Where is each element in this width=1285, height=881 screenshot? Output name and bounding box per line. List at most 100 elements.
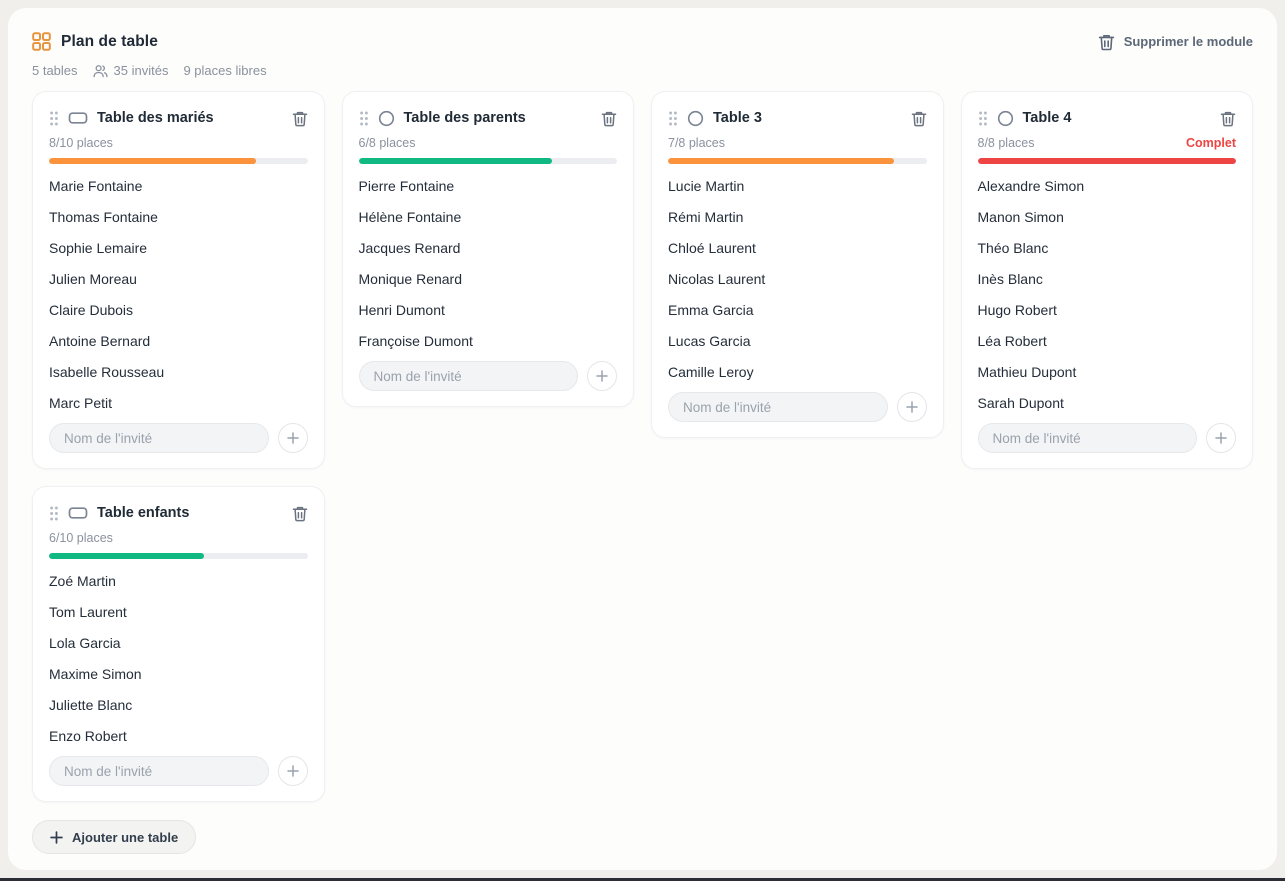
guest-item[interactable]: Isabelle Rousseau	[49, 363, 165, 380]
guest-item[interactable]: Lucas Garcia	[668, 332, 751, 349]
table-name: Table des mariés	[97, 110, 214, 126]
table-name: Table 4	[1022, 110, 1072, 126]
capacity-progress-fill	[668, 158, 895, 164]
guest-item[interactable]: Claire Dubois	[49, 301, 134, 318]
delete-module-label: Supprimer le module	[1123, 34, 1253, 49]
places-row: 6/8 places	[359, 136, 618, 150]
add-guest-row	[49, 423, 308, 453]
guest-item[interactable]: Jacques Renard	[358, 239, 461, 256]
guest-name-input[interactable]	[668, 392, 888, 422]
add-table-label: Ajouter une table	[72, 829, 179, 845]
drag-handle-icon[interactable]	[668, 110, 678, 127]
add-guest-button[interactable]	[277, 756, 308, 786]
add-guest-button[interactable]	[1206, 423, 1236, 453]
delete-table-icon[interactable]	[911, 110, 927, 127]
guest-item[interactable]: Inès Blanc	[977, 270, 1043, 287]
guest-item[interactable]: Juliette Blanc	[49, 696, 133, 713]
add-guest-button[interactable]	[277, 423, 308, 453]
guest-item[interactable]: Mathieu Dupont	[977, 363, 1077, 380]
delete-table-icon[interactable]	[601, 110, 617, 127]
add-guest-button[interactable]	[587, 361, 617, 391]
guest-item[interactable]: Alexandre Simon	[977, 177, 1085, 194]
rectangle-table-icon	[68, 110, 88, 126]
add-guest-button[interactable]	[896, 392, 927, 422]
guest-item[interactable]: Chloé Laurent	[668, 239, 756, 256]
guest-item[interactable]: Nicolas Laurent	[668, 270, 766, 287]
guest-item[interactable]: Hélène Fontaine	[358, 208, 462, 225]
guest-name-input[interactable]	[977, 423, 1197, 453]
capacity-progress-fill	[49, 158, 256, 164]
places-row: 7/8 places	[668, 136, 927, 150]
capacity-progressbar	[977, 158, 1236, 164]
rectangle-table-icon	[68, 505, 88, 521]
guest-name-input[interactable]	[49, 423, 269, 453]
guest-list: Marie Fontaine Thomas Fontaine Sophie Lema…	[49, 170, 308, 418]
guest-item[interactable]: Lucie Martin	[668, 177, 745, 194]
users-icon	[93, 64, 108, 78]
guest-item[interactable]: Thomas Fontaine	[49, 208, 158, 225]
table-name: Table des parents	[403, 110, 526, 126]
module-header: Plan de table Supprimer le module	[32, 32, 1253, 51]
guest-item[interactable]: Manon Simon	[977, 208, 1064, 225]
capacity-progressbar	[358, 158, 617, 164]
guest-item[interactable]: Sophie Lemaire	[49, 239, 148, 256]
guest-item[interactable]: Léa Robert	[977, 332, 1047, 349]
guest-item[interactable]: Henri Dumont	[358, 301, 445, 318]
table-name: Table 3	[713, 110, 762, 126]
places-count: 6/8 places	[358, 136, 416, 150]
guest-item[interactable]: Pierre Fontaine	[358, 177, 455, 194]
table-card: Table 4 8/8 places Complet Alexandre Sim…	[960, 91, 1253, 469]
guest-item[interactable]: Françoise Dumont	[358, 332, 473, 349]
drag-handle-icon[interactable]	[49, 505, 59, 522]
places-count: 8/8 places	[977, 136, 1035, 150]
guest-item[interactable]: Zoé Martin	[49, 572, 116, 589]
delete-table-icon[interactable]	[1220, 110, 1236, 127]
guest-item[interactable]: Théo Blanc	[977, 239, 1049, 256]
guest-item[interactable]: Sarah Dupont	[977, 394, 1064, 411]
places-row: 6/10 places	[49, 531, 308, 545]
guest-item[interactable]: Emma Garcia	[668, 301, 754, 318]
guest-item[interactable]: Rémi Martin	[668, 208, 744, 225]
capacity-progressbar	[668, 158, 927, 164]
table-name: Table enfants	[97, 505, 190, 521]
capacity-progressbar	[49, 158, 308, 164]
guest-name-input[interactable]	[49, 756, 269, 786]
places-count: 6/10 places	[49, 531, 113, 545]
guest-item[interactable]: Hugo Robert	[977, 301, 1057, 318]
guest-name-input[interactable]	[358, 361, 578, 391]
guest-item[interactable]: Lola Garcia	[49, 634, 121, 651]
guest-item[interactable]: Tom Laurent	[49, 603, 127, 620]
delete-module-button[interactable]: Supprimer le module	[1098, 33, 1253, 51]
add-guest-row	[358, 361, 617, 391]
tables-count: 5 tables	[32, 63, 78, 78]
guest-item[interactable]: Julien Moreau	[49, 270, 137, 287]
round-table-icon	[378, 110, 395, 127]
guest-item[interactable]: Maxime Simon	[49, 665, 142, 682]
table-card: Table des parents 6/8 places Pierre Font…	[341, 91, 634, 407]
guest-item[interactable]: Enzo Robert	[49, 727, 127, 744]
module-stats: 5 tables 35 invités 9 places libres	[32, 63, 1253, 78]
delete-table-icon[interactable]	[292, 505, 308, 522]
drag-handle-icon[interactable]	[978, 110, 988, 127]
capacity-progressbar	[49, 553, 308, 559]
guests-count: 35 invités	[93, 63, 168, 78]
guest-item[interactable]: Marc Petit	[49, 394, 113, 411]
guest-item[interactable]: Marie Fontaine	[49, 177, 143, 194]
page-title: Plan de table	[61, 32, 158, 50]
guest-list: Zoé Martin Tom Laurent Lola Garcia Maxime S…	[49, 565, 308, 751]
grid-icon	[32, 32, 51, 51]
add-guest-row	[977, 423, 1236, 453]
table-card-header: Table des parents	[359, 103, 618, 133]
table-card-header: Table enfants	[49, 498, 308, 528]
places-row: 8/10 places	[49, 136, 308, 150]
drag-handle-icon[interactable]	[49, 110, 59, 127]
add-table-button[interactable]: Ajouter une table	[32, 820, 197, 854]
capacity-progress-fill	[977, 158, 1236, 164]
table-card-header: Table 3	[668, 103, 927, 133]
drag-handle-icon[interactable]	[359, 110, 369, 127]
guest-item[interactable]: Camille Leroy	[668, 363, 754, 380]
table-card: Table des mariés 8/10 places Marie Fonta…	[32, 91, 325, 469]
delete-table-icon[interactable]	[292, 110, 308, 127]
guest-item[interactable]: Monique Renard	[358, 270, 463, 287]
guest-item[interactable]: Antoine Bernard	[49, 332, 151, 349]
